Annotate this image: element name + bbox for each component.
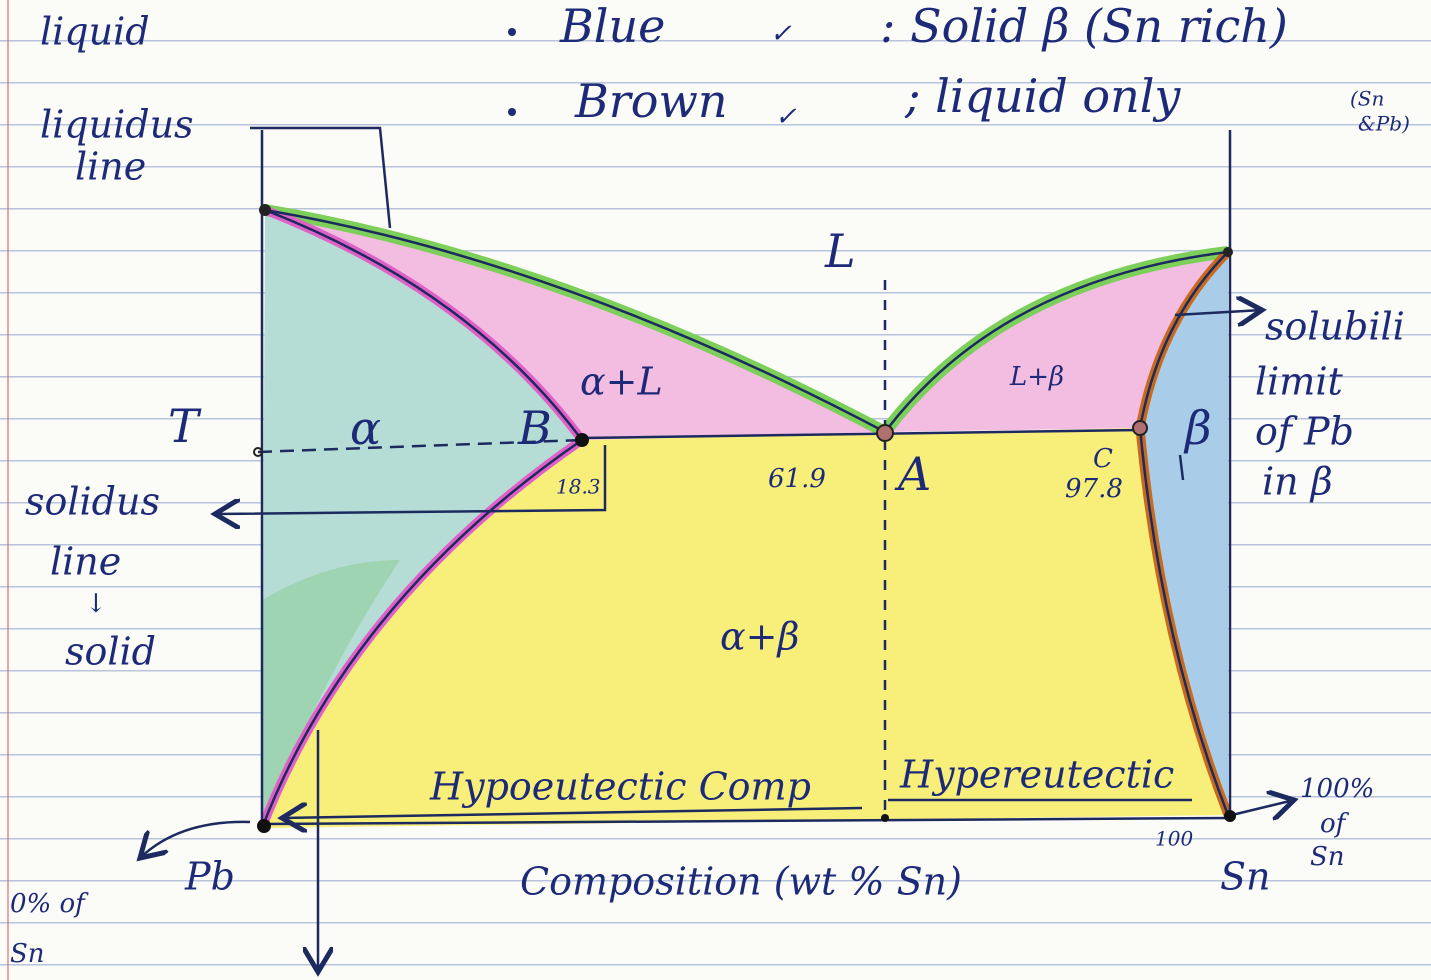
alpha-shade [262,560,400,828]
l-beta-region [885,252,1228,432]
composition-label: 61.9 [768,464,826,494]
left-end-label: Sn [10,939,45,969]
solubility-label: limit [1255,360,1343,404]
bullet [508,108,516,116]
left-end-label: 0% of [10,889,89,919]
legend-meaning: : Solid β (Sn rich) [880,0,1288,53]
right-end-label: 100 [1155,827,1193,851]
hyper-label: Hypereutectic [899,753,1174,797]
liquidus-label: line [75,145,146,189]
eutectic-line [581,428,1141,440]
pb-melting-point [259,204,271,216]
liquidus-label: liquidus [40,103,194,147]
liquidus-bracket [250,126,392,229]
frame-bottom [261,816,1231,826]
point-label: T [168,399,202,453]
alpha-l-region [265,210,885,440]
solidus-line [1138,251,1229,429]
pb-point [257,819,271,833]
phase-label: α [350,401,381,455]
point-label: A [894,447,931,501]
point-b [575,433,589,447]
solidus-label: solidus [25,480,160,524]
composition-label: 97.8 [1065,474,1123,504]
phase-label: α+L [580,360,663,404]
top-note: liquid [40,10,150,54]
beta-region [1140,252,1228,815]
alpha-beta-region [262,428,1228,828]
hypo-label: Hypoeutectic Comp [429,765,811,809]
phase-label: α+β [720,615,799,659]
solvus-line [1138,427,1230,816]
point-label: B [517,401,552,455]
solubility-label: of Pb [1255,410,1354,454]
legend-key: Brown [574,74,728,128]
sn-point [1224,810,1236,822]
solvus-line [260,438,583,829]
element-label: Pb [184,855,235,899]
eutectic-foot [881,814,889,822]
phase-label: β [1183,401,1212,455]
t-line [257,438,583,454]
legend-key: Blue [559,0,665,53]
legend-meaning: ; liquid only [904,69,1181,123]
phase-label: L+β [1009,362,1064,392]
sn-melting-point [1223,247,1233,257]
bullet [508,28,516,36]
x-axis-label: Composition (wt % Sn) [520,860,962,904]
liquidus-line [884,250,1229,433]
t-point [253,447,263,457]
solubility-label: in β [1262,460,1333,504]
sn-arrow [1231,800,1294,815]
point-label: C [1093,444,1113,474]
hypo-arrow [282,808,863,818]
right-end-label: of [1320,809,1350,839]
liquidus-line [264,208,886,434]
solidus-line [264,208,584,441]
element-label: Sn [1220,855,1271,899]
legend-meaning-small: &Pb) [1358,112,1410,136]
point-c [1132,420,1148,436]
solubility-arrow [1174,310,1262,315]
legend-meaning-small: (Sn [1350,87,1384,111]
solidus-label: solid [65,630,156,674]
legend-tick: ✓ [775,102,797,132]
solubility-label: solubili [1265,305,1405,349]
pb-arrow [140,820,251,858]
right-end-label: 100% [1300,774,1374,804]
c-tick [1178,454,1185,481]
point-a [876,424,894,442]
solidus-bracket [215,445,607,514]
solidus-label: line [50,540,121,584]
legend-tick: ✓ [770,19,792,49]
right-end-label: Sn [1310,842,1345,872]
solidus-label: ↓ [85,589,107,619]
phase-label: L [824,224,856,278]
composition-label: 18.3 [556,475,601,499]
